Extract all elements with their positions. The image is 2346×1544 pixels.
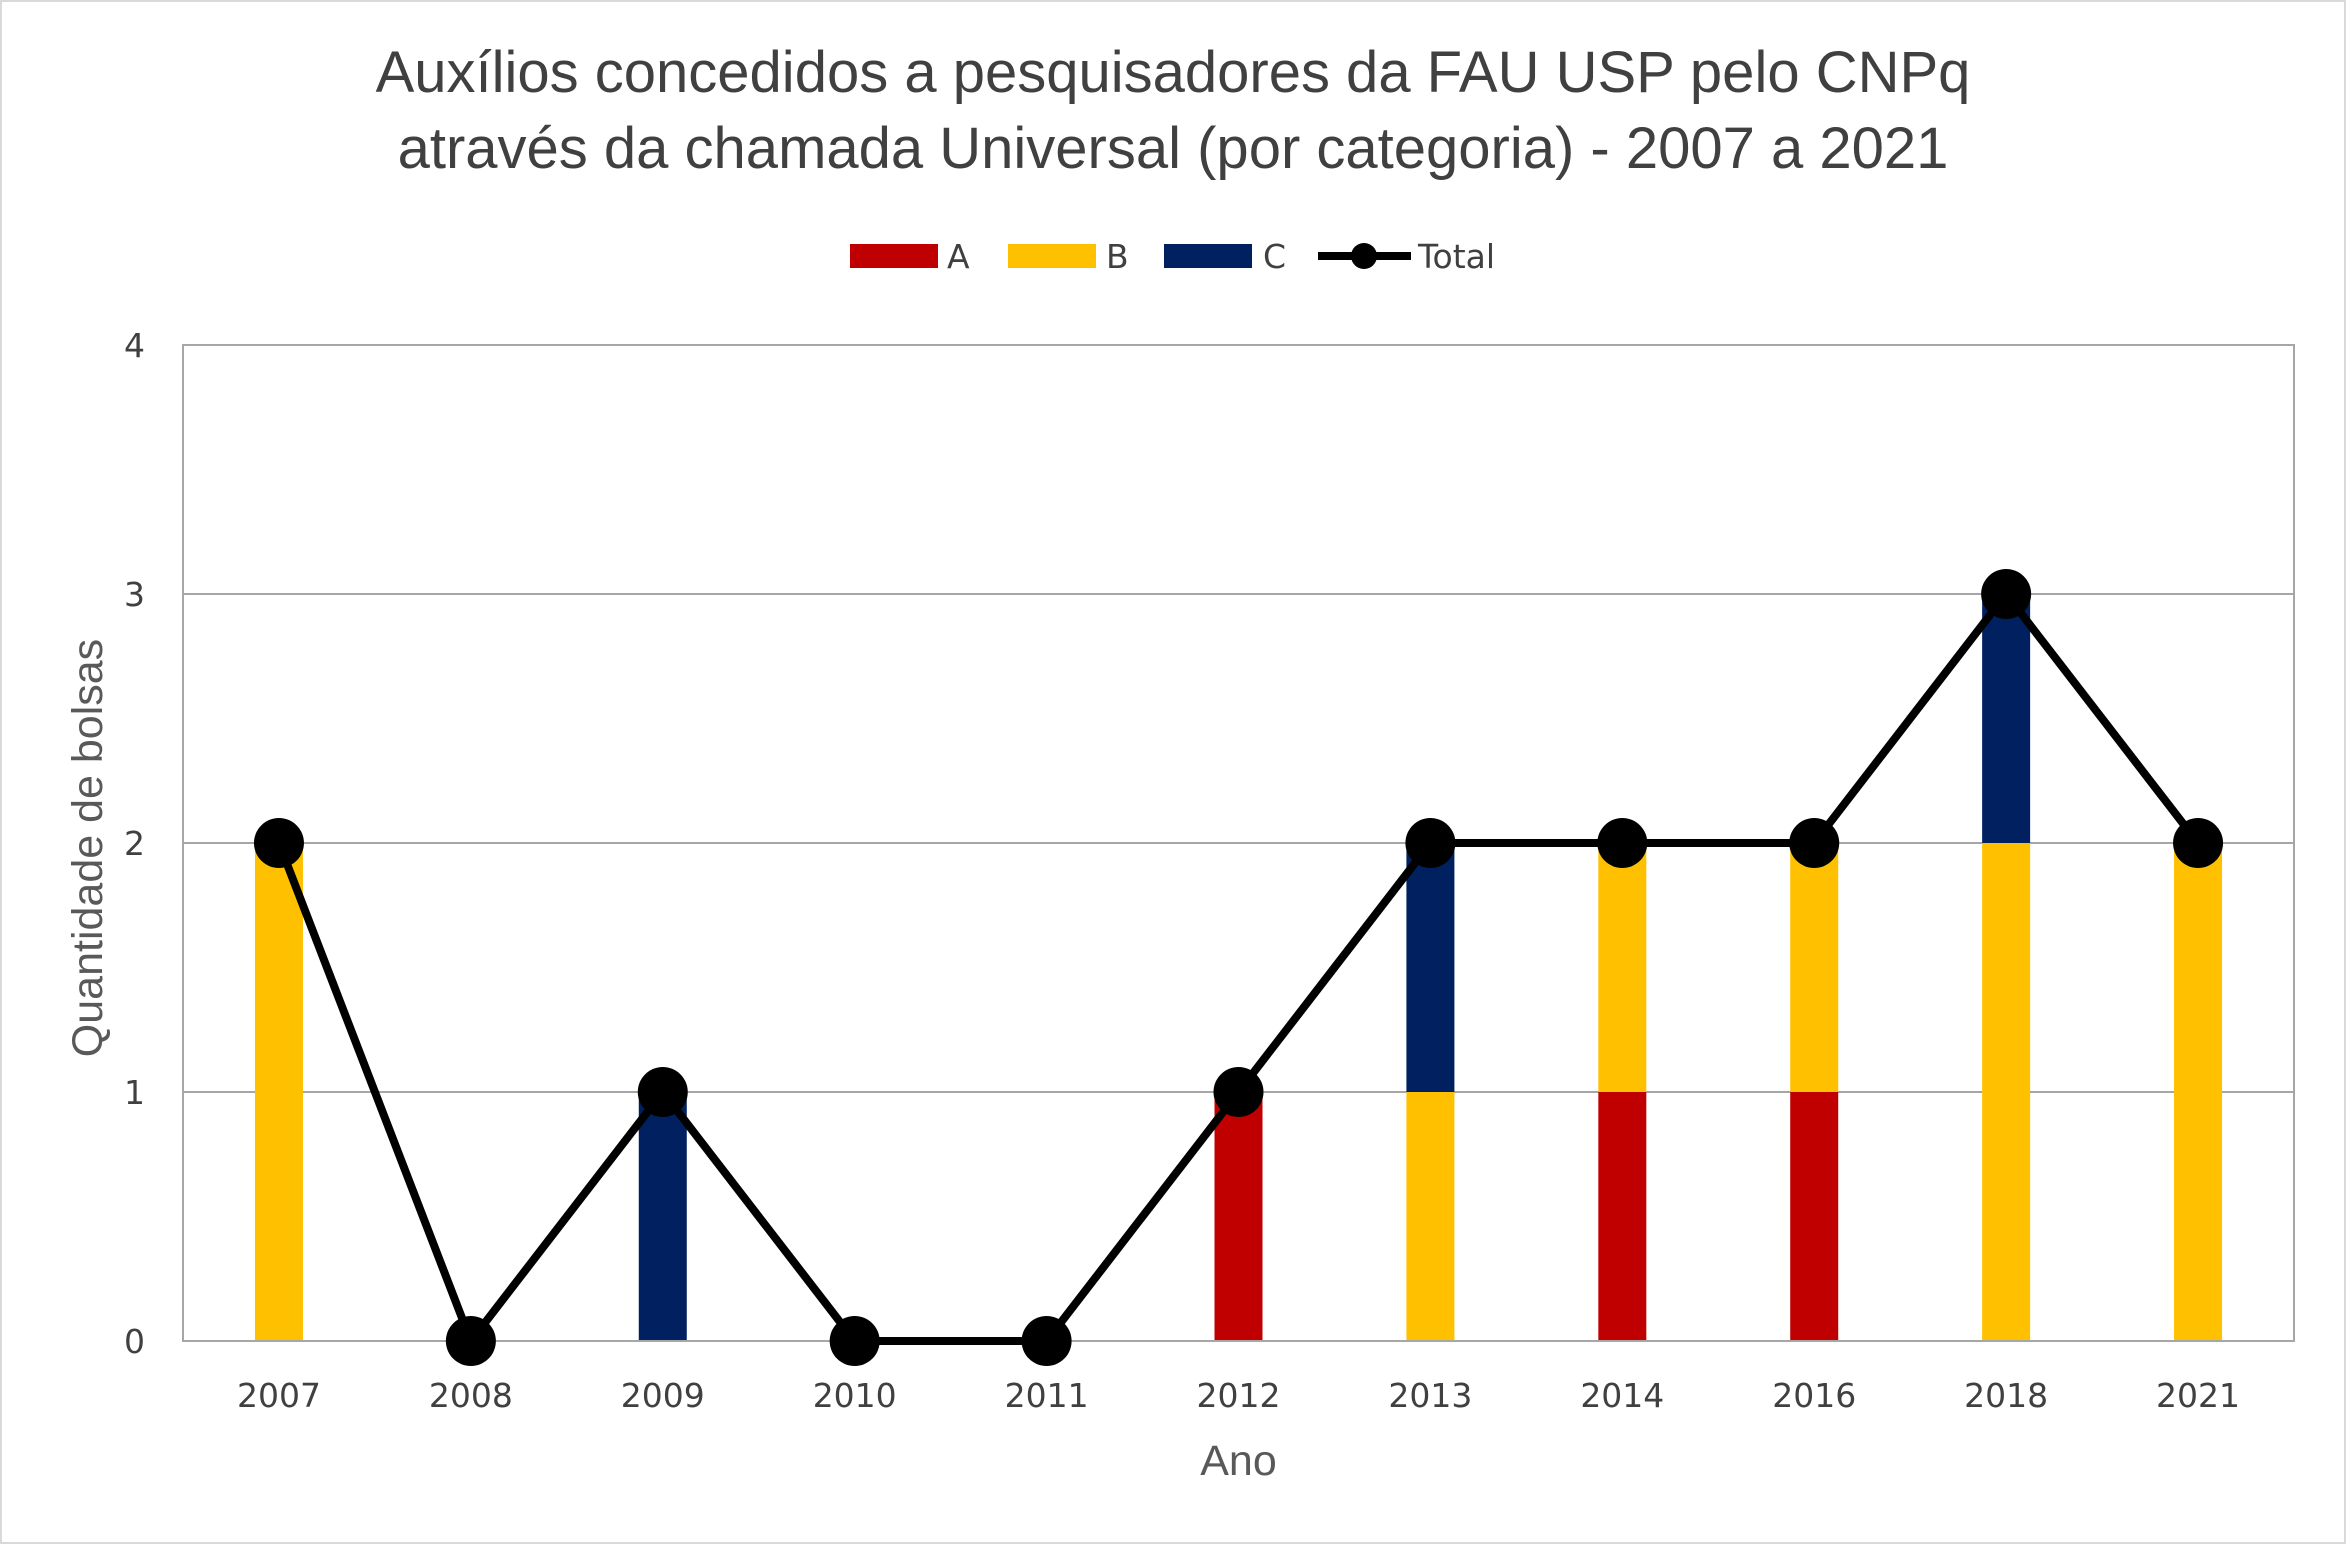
x-tick-label: 2011: [1005, 1376, 1089, 1415]
total-point-2008: [445, 1316, 496, 1366]
chart-title-line-2: através da chamada Universal (por catego…: [397, 116, 1949, 181]
legend-label-a: A: [947, 237, 970, 276]
legend-label-c: C: [1263, 237, 1286, 276]
x-tick-label: 2012: [1197, 1376, 1281, 1415]
legend-label-b: B: [1106, 237, 1129, 276]
bar-b-2018: [1982, 843, 2031, 1341]
bar-c-2009: [638, 1092, 687, 1341]
x-tick-label: 2007: [237, 1376, 321, 1415]
chart-title-line-1: Auxílios concedidos a pesquisadores da F…: [375, 40, 1971, 105]
total-point-2021: [2173, 818, 2224, 868]
legend-swatch-total-marker: [1351, 243, 1377, 269]
x-tick-label: 2010: [813, 1376, 897, 1415]
legend-swatch-c: [1164, 244, 1252, 268]
x-tick-label: 2018: [1964, 1376, 2048, 1415]
bar-c-2018: [1982, 594, 2031, 843]
gridlines: [183, 593, 2294, 1093]
legend: A B C Total: [850, 237, 1495, 276]
total-point-2009: [637, 1067, 688, 1117]
x-axis-title: Ano: [1200, 1437, 1277, 1485]
y-axis-ticks: 0 1 2 3 4: [124, 326, 145, 1361]
y-tick-label: 3: [124, 575, 145, 614]
y-tick-label: 2: [124, 824, 145, 863]
bar-a-2012: [1214, 1092, 1263, 1341]
total-point-2016: [1789, 818, 1840, 868]
legend-swatch-a: [850, 244, 938, 268]
y-tick-label: 1: [124, 1073, 145, 1112]
total-line: [253, 569, 2224, 1366]
x-tick-label: 2021: [2156, 1376, 2240, 1415]
x-tick-label: 2009: [621, 1376, 705, 1415]
bar-b-2007: [254, 843, 303, 1341]
total-point-2013: [1405, 818, 1456, 868]
legend-swatch-b: [1008, 244, 1096, 268]
total-point-2018: [1981, 569, 2032, 619]
plot-area-border: [182, 344, 2295, 1342]
x-tick-label: 2014: [1580, 1376, 1664, 1415]
x-tick-label: 2016: [1772, 1376, 1856, 1415]
x-axis-ticks: 2007 2008 2009 2010 2011 2012 2013 2014 2016 2018…: [237, 1376, 2240, 1415]
total-point-2011: [1021, 1316, 1072, 1366]
y-tick-label: 0: [124, 1322, 145, 1361]
x-tick-label: 2008: [429, 1376, 513, 1415]
bar-a-2016: [1790, 1092, 1839, 1341]
bar-b-2016: [1790, 843, 1839, 1092]
bar-b-2013: [1406, 1092, 1455, 1341]
bar-b-2021: [2174, 843, 2223, 1341]
bar-a-2014: [1598, 1092, 1647, 1341]
bars: [254, 594, 2223, 1341]
legend-label-total: Total: [1417, 237, 1495, 276]
bar-b-2014: [1598, 843, 1647, 1092]
bar-c-2013: [1406, 843, 1455, 1092]
y-tick-label: 4: [124, 326, 145, 365]
total-point-2010: [829, 1316, 880, 1366]
y-axis-title: Quantidade de bolsas: [64, 639, 112, 1057]
total-point-2007: [253, 818, 304, 868]
total-point-2014: [1597, 818, 1648, 868]
total-point-2012: [1213, 1067, 1264, 1117]
x-tick-label: 2013: [1388, 1376, 1472, 1415]
